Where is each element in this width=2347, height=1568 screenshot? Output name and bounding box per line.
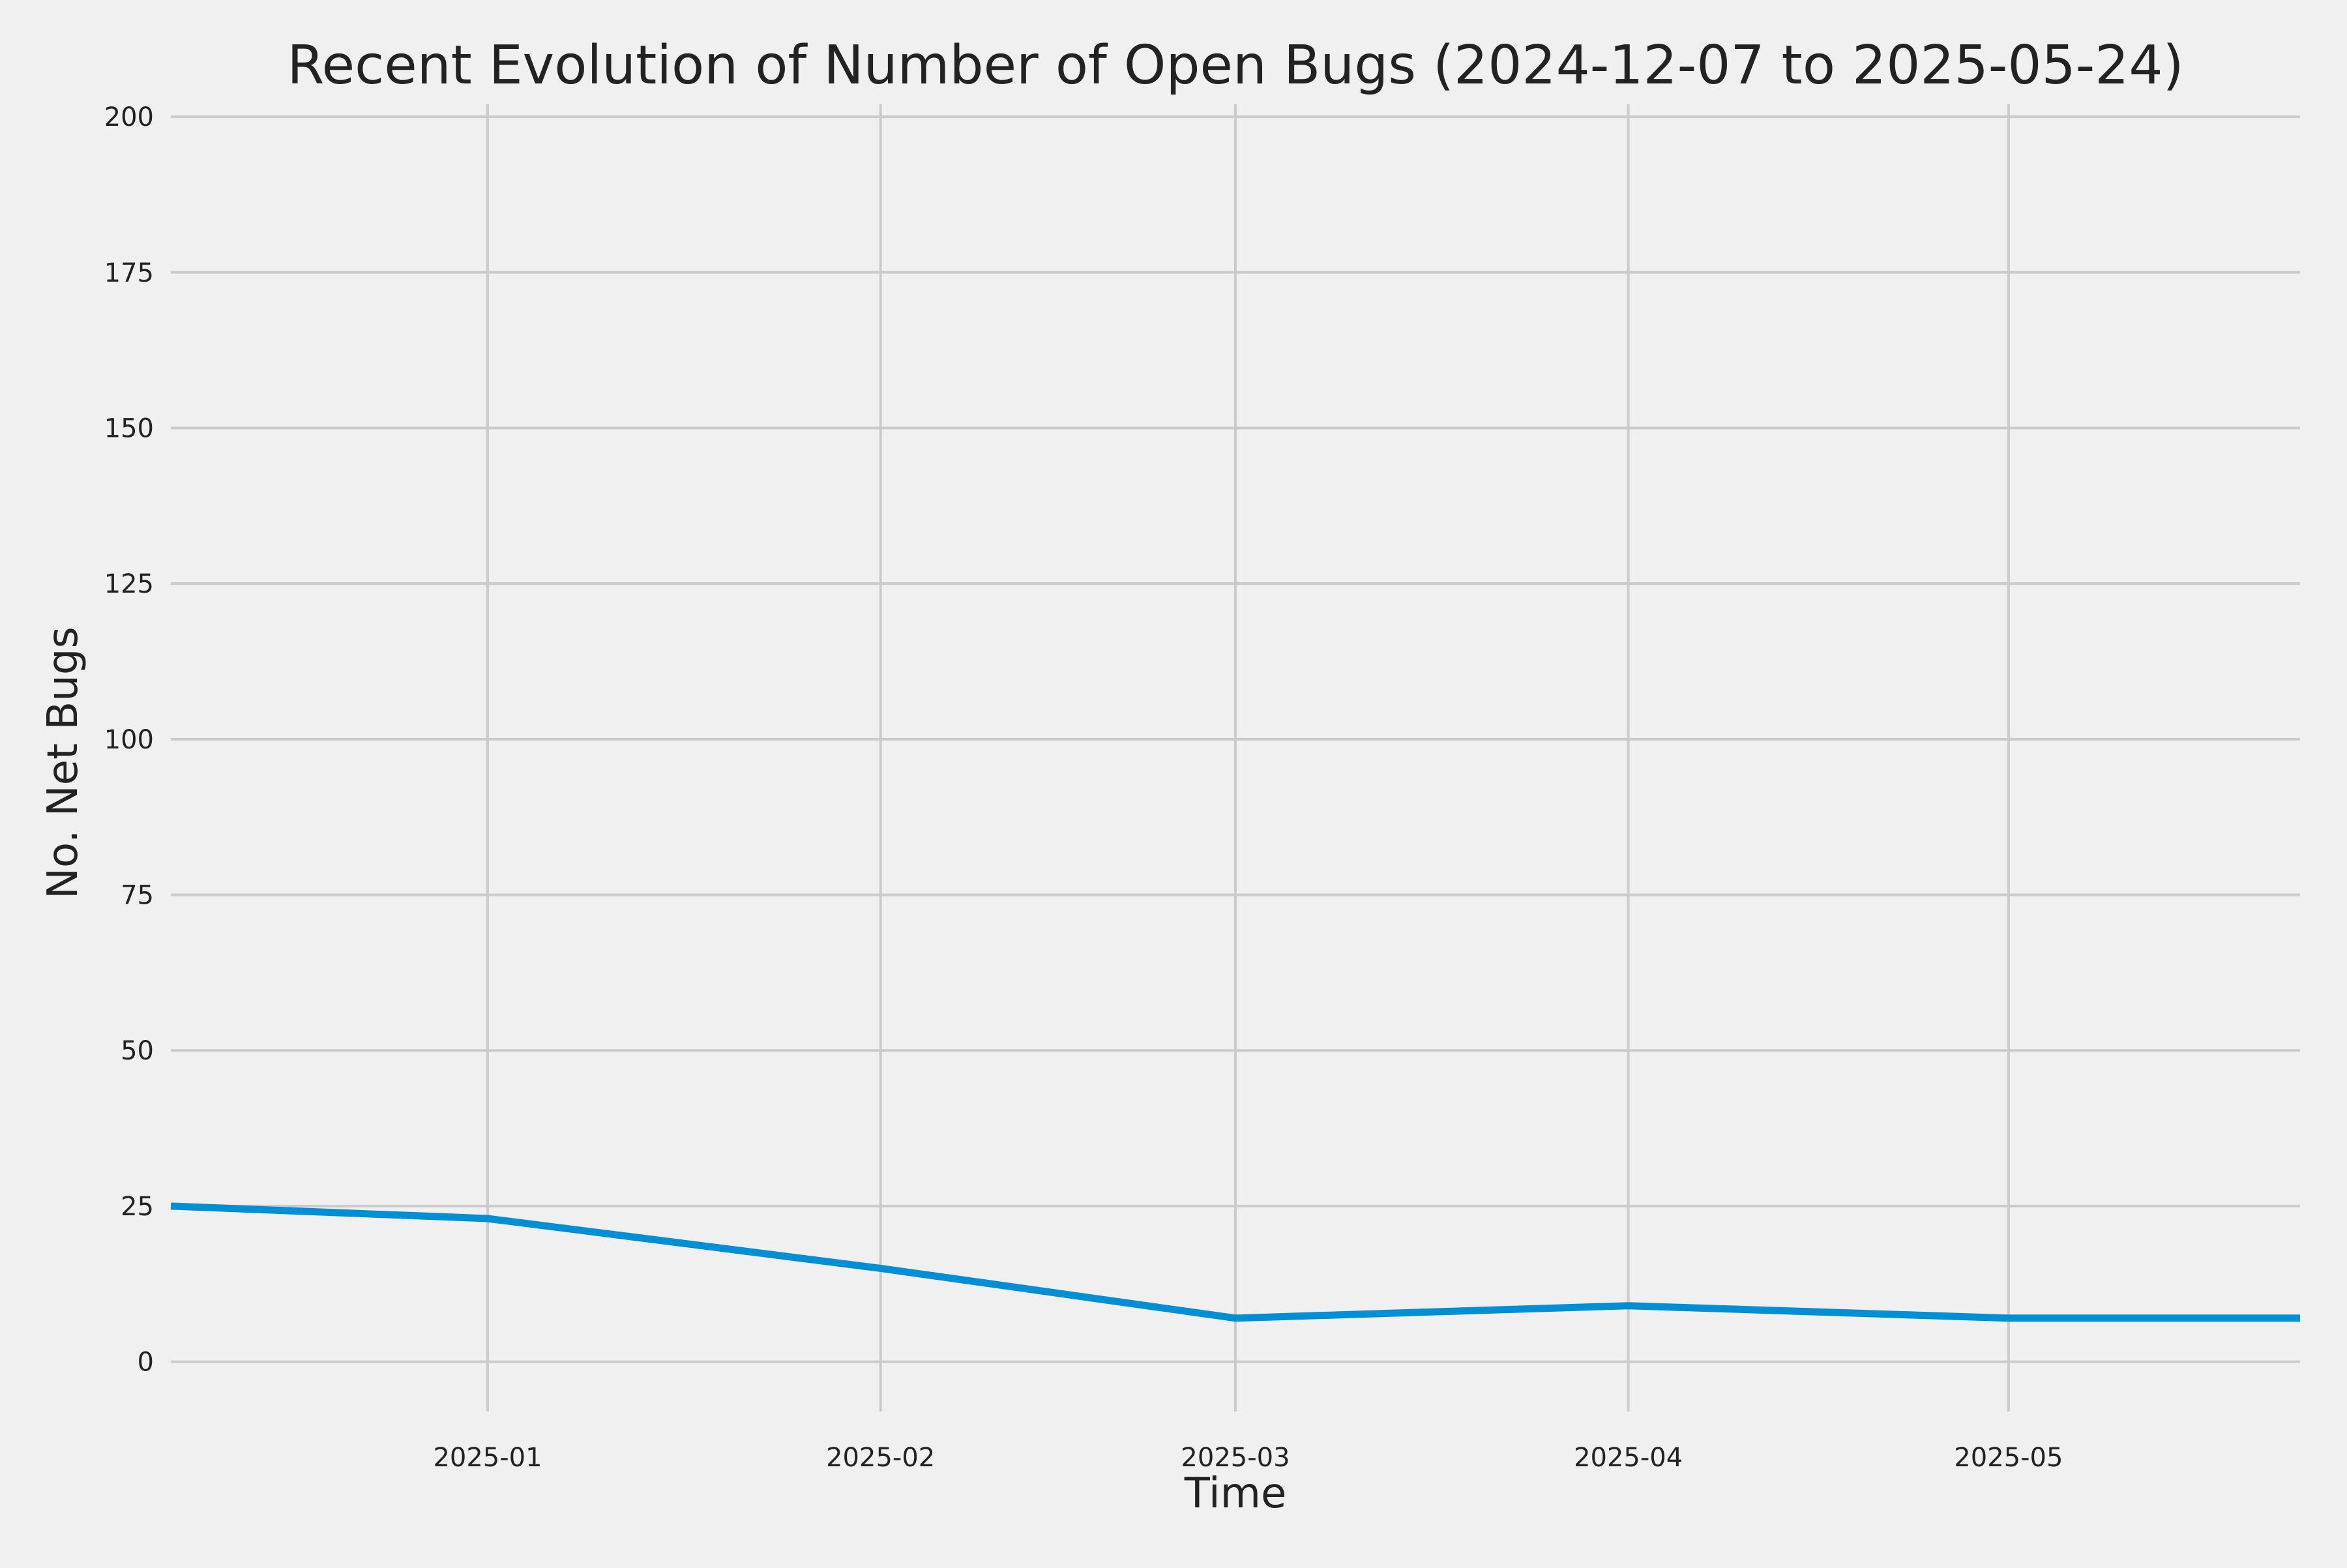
- y-tick-label: 200: [104, 102, 154, 132]
- series-line: [170, 1202, 2300, 1322]
- y-tick-label: 125: [104, 569, 154, 599]
- x-axis-label: Time: [1184, 1470, 1287, 1518]
- x-tick-label: 2025-02: [826, 1443, 935, 1473]
- data-point: [484, 1215, 492, 1222]
- data-point: [167, 1202, 175, 1210]
- y-tick-label: 150: [104, 413, 154, 443]
- data-point: [2296, 1314, 2304, 1322]
- chart-title: Recent Evolution of Number of Open Bugs …: [287, 35, 2183, 96]
- data-point: [1232, 1314, 1239, 1322]
- y-tick-label: 75: [121, 881, 154, 911]
- data-point: [877, 1264, 885, 1272]
- data-point: [2005, 1314, 2013, 1322]
- y-axis-label: No. Net Bugs: [39, 627, 87, 899]
- x-tick-label: 2025-01: [433, 1443, 542, 1473]
- series-layer: [167, 1202, 2304, 1322]
- y-tick-label: 0: [138, 1348, 154, 1378]
- y-tick-label: 50: [121, 1036, 154, 1066]
- x-tick-label: 2025-04: [1574, 1443, 1683, 1473]
- y-tick-label: 175: [104, 258, 154, 288]
- y-tick-label: 25: [121, 1192, 154, 1222]
- tick-label-layer: 0 25 50 75 100 125 150 175 200 2025-01 2025-02 2025…: [104, 102, 2063, 1473]
- x-tick-label: 2025-03: [1181, 1443, 1290, 1473]
- grid-layer: [171, 104, 2300, 1412]
- data-point: [1625, 1302, 1632, 1310]
- x-tick-label: 2025-05: [1954, 1443, 2063, 1473]
- y-tick-label: 100: [104, 725, 154, 755]
